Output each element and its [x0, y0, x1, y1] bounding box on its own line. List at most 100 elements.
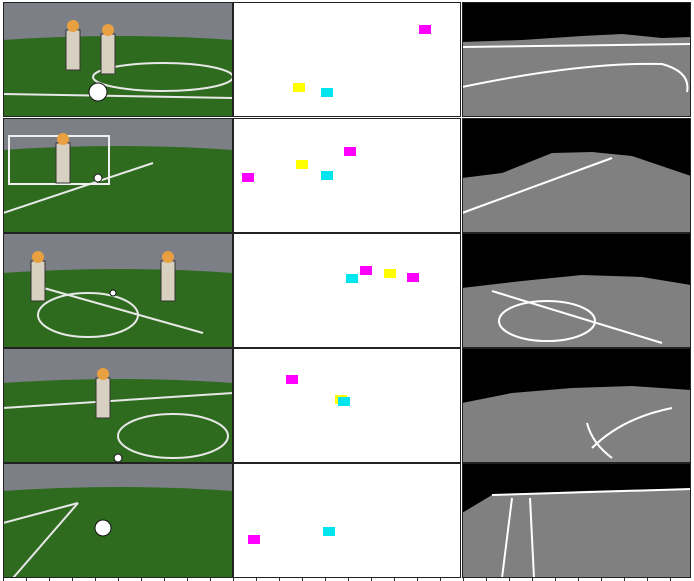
camera-image-svg — [3, 118, 233, 233]
center-circle-line — [92, 62, 233, 92]
axis-tick — [72, 578, 73, 581]
field-segmentation-mask-panel — [462, 348, 691, 463]
object-detection-heatmap-svg — [233, 463, 461, 578]
axis-tick — [49, 578, 50, 581]
object-detection-heatmap-svg — [233, 233, 461, 348]
robot-head — [97, 368, 109, 380]
field-mask-region — [462, 152, 691, 233]
robot-figure — [100, 33, 116, 75]
robot-figure — [95, 377, 111, 419]
robot-head — [57, 133, 69, 145]
ball-detection-blob — [346, 274, 358, 283]
line-mask — [498, 300, 596, 342]
axis-tick — [440, 578, 441, 581]
object-detection-heatmap-svg — [233, 348, 461, 463]
heatmap-background — [233, 118, 461, 233]
axis-tick — [532, 578, 533, 581]
line-mask — [491, 290, 663, 344]
field-mask-region — [462, 275, 691, 348]
object-detection-heatmap-svg — [233, 2, 461, 117]
axis-tick — [509, 578, 510, 581]
axis-tick — [187, 578, 188, 581]
robot-figure — [30, 260, 46, 302]
axis-tick — [348, 578, 349, 581]
center-circle-line — [117, 413, 229, 459]
axis-tick — [279, 578, 280, 581]
robot-detection-blob — [286, 375, 298, 384]
axis-tick — [486, 578, 487, 581]
camera-image-panel — [3, 348, 233, 463]
axis-tick — [371, 578, 372, 581]
line-mask — [491, 488, 691, 496]
object-detection-heatmap-panel — [233, 118, 461, 233]
robot-detection-blob — [242, 173, 254, 182]
camera-image-panel — [3, 463, 233, 578]
field-line — [3, 392, 233, 409]
soccer-ball — [88, 82, 108, 102]
ball-detection-blob — [323, 527, 335, 536]
axis-tick — [3, 578, 4, 581]
axis-tick — [210, 578, 211, 581]
line-mask — [462, 157, 613, 214]
object-detection-heatmap-panel — [233, 463, 461, 578]
axis-tick — [647, 578, 648, 581]
axis-tick — [95, 578, 96, 581]
axis-tick — [670, 578, 671, 581]
axis-tick — [164, 578, 165, 581]
robot-detection-blob — [419, 25, 431, 34]
heatmap-background — [233, 233, 461, 348]
line-mask — [529, 497, 535, 578]
goal-line — [12, 502, 79, 578]
camera-image-panel — [3, 118, 233, 233]
field-mask-region — [462, 489, 691, 578]
object-detection-heatmap-svg — [233, 118, 461, 233]
camera-image-panel — [3, 233, 233, 348]
field-mask-region — [462, 386, 691, 463]
heatmap-background — [233, 463, 461, 578]
line-mask — [462, 62, 689, 93]
robot-head — [162, 251, 174, 263]
soccer-ball — [109, 289, 117, 297]
line-mask — [591, 407, 673, 449]
soccer-ball — [113, 453, 123, 463]
field-segmentation-mask-panel — [462, 233, 691, 348]
axis-tick — [578, 578, 579, 581]
goalpost-detection-blob — [293, 83, 305, 92]
line-mask — [586, 422, 613, 459]
heatmap-background — [233, 2, 461, 117]
axis-tick — [394, 578, 395, 581]
robot-head — [32, 251, 44, 263]
object-detection-heatmap-panel — [233, 233, 461, 348]
grass-field — [3, 36, 233, 117]
goalpost-detection-blob — [296, 160, 308, 169]
field-line — [3, 162, 154, 214]
field-line — [3, 93, 233, 99]
robot-detection-blob — [248, 535, 260, 544]
robot-figure — [160, 260, 176, 302]
field-segmentation-mask-panel — [462, 2, 691, 117]
field-segmentation-mask-panel — [462, 118, 691, 233]
field-segmentation-mask-svg — [462, 463, 691, 578]
robot-figure — [55, 142, 71, 184]
object-detection-heatmap-panel — [233, 348, 461, 463]
field-line — [32, 284, 204, 334]
robot-head — [102, 24, 114, 36]
axis-tick — [141, 578, 142, 581]
axis-tick — [256, 578, 257, 581]
object-detection-heatmap-panel — [233, 2, 461, 117]
grass-field — [3, 146, 233, 233]
field-segmentation-mask-panel — [462, 463, 691, 578]
robot-detection-blob — [344, 147, 356, 156]
goalpost-detection-blob — [384, 269, 396, 278]
ball-detection-blob — [321, 88, 333, 97]
field-segmentation-mask-svg — [462, 118, 691, 233]
axis-tick — [302, 578, 303, 581]
axis-tick — [118, 578, 119, 581]
robot-head — [67, 20, 79, 32]
axis-tick — [26, 578, 27, 581]
camera-image-svg — [3, 233, 233, 348]
axis-tick — [417, 578, 418, 581]
camera-image-svg — [3, 348, 233, 463]
axis-tick — [624, 578, 625, 581]
ball-detection-blob — [321, 171, 333, 180]
